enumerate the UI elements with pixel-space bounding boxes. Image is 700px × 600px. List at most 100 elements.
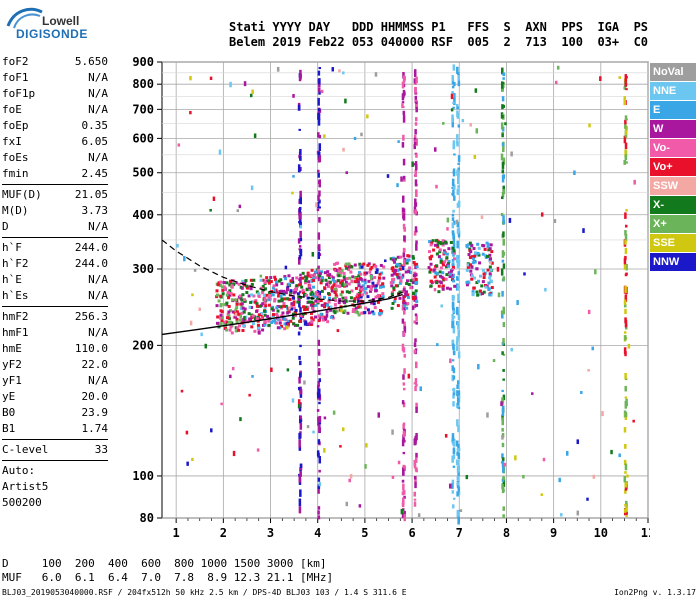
echo-point	[449, 241, 453, 245]
echo-point	[501, 142, 505, 147]
echo-point	[344, 262, 348, 266]
echo-point	[296, 323, 300, 327]
echo-point	[451, 178, 455, 187]
echo-point	[298, 248, 301, 251]
echo-point	[442, 249, 446, 253]
echo-point	[414, 457, 418, 463]
echo-point	[250, 282, 254, 286]
echo-point	[361, 284, 365, 288]
echo-point	[286, 319, 290, 323]
echo-point	[501, 351, 504, 355]
param-name: h`E	[2, 273, 22, 286]
echo-point	[220, 310, 224, 314]
echo-point	[310, 274, 314, 278]
echo-point	[414, 265, 417, 269]
echo-point	[413, 141, 417, 146]
echo-point	[441, 271, 445, 275]
param-value: 244.0	[74, 257, 108, 270]
echo-point	[624, 335, 627, 341]
echo-point	[488, 272, 492, 276]
logo-line1: Lowell	[42, 14, 80, 28]
echo-point	[275, 283, 279, 287]
echo-point	[413, 262, 417, 266]
echo-point	[483, 284, 487, 288]
echo-point	[297, 331, 301, 336]
echo-point	[301, 276, 305, 280]
echo-point	[344, 98, 347, 104]
echo-point	[354, 306, 358, 310]
echo-point	[451, 263, 455, 267]
y-tick-label: 800	[132, 77, 154, 91]
echo-point	[239, 314, 243, 319]
echo-point	[352, 308, 356, 312]
echo-point	[299, 489, 302, 497]
echo-point	[263, 302, 267, 306]
param-row: hmF2 256.3	[2, 309, 108, 325]
echo-point	[198, 307, 201, 311]
echo-point	[451, 75, 454, 82]
x-tick-label: 2	[220, 526, 227, 540]
echo-point	[457, 452, 461, 460]
echo-point	[501, 417, 504, 426]
echo-point	[340, 309, 343, 313]
echo-point	[259, 274, 263, 278]
echo-point	[318, 155, 322, 163]
echo-point	[226, 291, 230, 295]
echo-point	[415, 153, 418, 158]
echo-point	[456, 448, 460, 453]
echo-point	[396, 304, 400, 308]
echo-point	[263, 323, 267, 327]
echo-point	[326, 280, 330, 284]
echo-point	[372, 312, 376, 316]
echo-point	[334, 280, 338, 284]
echo-point	[299, 471, 302, 477]
echo-point	[427, 266, 431, 270]
echo-point	[289, 289, 293, 293]
echo-point	[411, 161, 414, 167]
echo-point	[402, 430, 406, 437]
echo-point	[401, 142, 405, 148]
echo-point	[480, 284, 484, 288]
echo-point	[241, 328, 245, 332]
echo-point	[319, 299, 323, 303]
echo-point	[399, 264, 403, 268]
echo-point	[267, 297, 271, 301]
echo-point	[531, 392, 534, 395]
echo-point	[377, 276, 381, 280]
echo-point	[359, 265, 363, 269]
echo-point	[402, 483, 405, 491]
echo-point	[227, 304, 231, 308]
echo-point	[624, 212, 627, 219]
echo-point	[320, 276, 324, 280]
echo-point	[438, 250, 442, 254]
echo-point	[253, 317, 257, 321]
echo-point	[259, 286, 263, 290]
echo-point	[326, 303, 330, 307]
echo-point	[317, 361, 320, 367]
echo-point	[623, 98, 626, 106]
echo-point	[453, 184, 456, 190]
echo-point	[452, 325, 456, 334]
echo-point	[457, 300, 460, 303]
echo-point	[343, 309, 347, 313]
echo-point	[429, 262, 433, 266]
echo-point	[501, 175, 505, 183]
echo-point	[488, 265, 492, 269]
param-row: foEs N/A	[2, 150, 108, 166]
echo-point	[439, 266, 443, 270]
echo-point	[405, 261, 409, 265]
echo-point	[398, 296, 402, 300]
echo-point	[317, 118, 321, 126]
echo-point	[371, 281, 375, 285]
echo-point	[399, 279, 403, 283]
echo-point	[299, 190, 302, 196]
echo-point	[403, 248, 406, 252]
param-value: 6.05	[81, 135, 109, 148]
echo-point	[392, 288, 396, 292]
echo-point	[382, 265, 386, 269]
echo-point	[351, 275, 355, 279]
echo-point	[624, 82, 628, 87]
echo-point	[308, 284, 312, 288]
echo-point	[488, 293, 492, 297]
echo-point	[243, 299, 247, 303]
